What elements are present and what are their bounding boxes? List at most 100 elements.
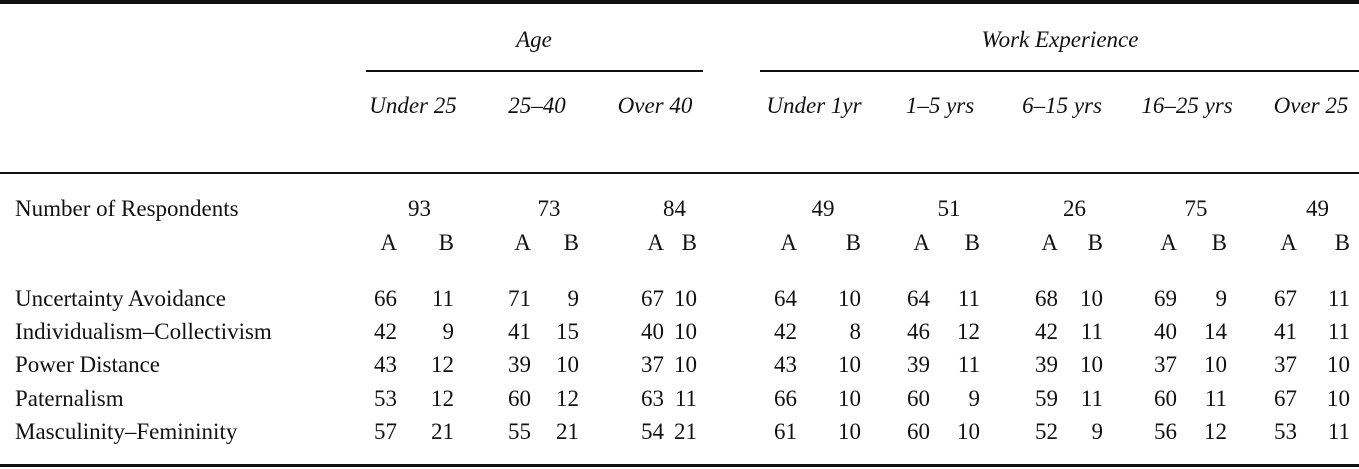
table-cell-a: 42 [774, 319, 797, 344]
row-label: Power Distance [15, 352, 160, 377]
table-cell-a: 37 [641, 352, 664, 377]
header-rule [0, 172, 1359, 174]
table-cell-b: 9 [1215, 286, 1228, 311]
table-cell-b: 10 [674, 286, 697, 311]
subheader-a: A [514, 230, 531, 255]
table-cell-a: 53 [1274, 419, 1297, 444]
subheader-a: A [380, 230, 397, 255]
column-header-over-40: Over 40 [617, 93, 693, 118]
column-header-under-25: Under 25 [369, 93, 457, 118]
subheader-a: A [1041, 230, 1058, 255]
table-cell-b: 9 [442, 319, 455, 344]
table-cell-b: 12 [431, 352, 454, 377]
respondents-count: 93 [408, 196, 431, 221]
table-cell-a: 60 [907, 419, 930, 444]
subheader-b: B [1087, 230, 1103, 255]
table-cell-a: 56 [1154, 419, 1177, 444]
bottom-rule [0, 464, 1359, 467]
column-header-over-25: Over 25 [1273, 93, 1349, 118]
table-cell-b: 11 [957, 352, 980, 377]
table-cell-a: 69 [1154, 286, 1177, 311]
table-cell-b: 12 [957, 319, 980, 344]
table-cell-b: 11 [1327, 419, 1350, 444]
table-cell-a: 68 [1035, 286, 1058, 311]
table-cell-a: 66 [774, 386, 797, 411]
table-cell-b: 14 [1204, 319, 1227, 344]
table-cell-b: 12 [431, 386, 454, 411]
table-cell-b: 11 [1080, 386, 1103, 411]
table-cell-a: 64 [774, 286, 797, 311]
respondents-count: 49 [1306, 196, 1329, 221]
table-cell-a: 53 [374, 386, 397, 411]
subheader-a: A [913, 230, 930, 255]
top-rule [0, 0, 1359, 4]
column-header-under-1yr: Under 1yr [766, 93, 862, 118]
table-cell-a: 67 [1274, 386, 1297, 411]
table-cell-b: 15 [556, 319, 579, 344]
table-cell-b: 21 [556, 419, 579, 444]
respondents-count: 26 [1063, 196, 1086, 221]
table-cell-b: 21 [431, 419, 454, 444]
respondents-count: 49 [811, 196, 835, 221]
table-cell-b: 10 [1080, 286, 1103, 311]
table-cell-a: 41 [1274, 319, 1297, 344]
table-cell-a: 64 [907, 286, 930, 311]
table-cell-a: 67 [1274, 286, 1297, 311]
row-label: Individualism–Collectivism [15, 319, 272, 344]
column-header-16-25-yrs: 16–25 yrs [1141, 93, 1233, 118]
table-cell-a: 43 [374, 352, 397, 377]
table-cell-b: 11 [1327, 319, 1350, 344]
row-label: Uncertainty Avoidance [15, 286, 226, 311]
respondents-count: 73 [537, 196, 561, 221]
work-group-underline [760, 70, 1359, 72]
table-cell-b: 10 [556, 352, 579, 377]
table-cell-a: 41 [508, 319, 531, 344]
table-cell-a: 39 [907, 352, 930, 377]
respondents-label: Number of Respondents [15, 196, 239, 221]
table-cell-b: 12 [556, 386, 579, 411]
table-cell-b: 11 [1327, 286, 1350, 311]
respondents-count: 51 [937, 196, 961, 221]
table-cell-a: 60 [907, 386, 930, 411]
table-cell-a: 42 [374, 319, 397, 344]
table-cell-b: 10 [1327, 352, 1350, 377]
table-cell-b: 12 [1204, 419, 1227, 444]
column-header-25-40: 25–40 [508, 93, 566, 118]
table-cell-a: 61 [774, 419, 797, 444]
subheader-b: B [964, 230, 980, 255]
table-cell-a: 60 [508, 386, 531, 411]
table-cell-a: 39 [508, 352, 531, 377]
table-cell-b: 21 [674, 419, 697, 444]
subheader-b: B [1334, 230, 1350, 255]
respondents-count: 84 [663, 196, 686, 221]
subheader-b: B [563, 230, 579, 255]
table-cell-b: 8 [849, 319, 862, 344]
table-cell-a: 39 [1035, 352, 1058, 377]
table-cell-a: 60 [1154, 386, 1177, 411]
table-cell-b: 10 [838, 419, 861, 444]
table-cell-b: 11 [957, 286, 980, 311]
column-header-1-5-yrs: 1–5 yrs [905, 93, 975, 118]
subheader-b: B [1211, 230, 1227, 255]
table-cell-a: 40 [1154, 319, 1177, 344]
table-cell-b: 10 [674, 319, 697, 344]
table-cell-b: 9 [567, 286, 580, 311]
table-cell-b: 11 [1080, 319, 1103, 344]
subheader-b: B [845, 230, 861, 255]
subheader-a: A [780, 230, 797, 255]
subheader-b: B [438, 230, 454, 255]
table-cell-a: 43 [774, 352, 797, 377]
table-cell-b: 9 [1091, 419, 1104, 444]
table-cell-b: 11 [431, 286, 454, 311]
table-cell-b: 10 [1080, 352, 1103, 377]
subheader-b: B [681, 230, 697, 255]
table-cell-a: 67 [641, 286, 664, 311]
table-cell-a: 54 [641, 419, 664, 444]
table-cell-b: 9 [968, 386, 981, 411]
age-group-header: Age [516, 27, 552, 52]
table-cell-a: 37 [1154, 352, 1177, 377]
table-cell-b: 11 [1204, 386, 1227, 411]
table-cell-a: 59 [1035, 386, 1058, 411]
respondents-count: 75 [1184, 196, 1208, 221]
work-experience-group-header: Work Experience [981, 27, 1139, 52]
